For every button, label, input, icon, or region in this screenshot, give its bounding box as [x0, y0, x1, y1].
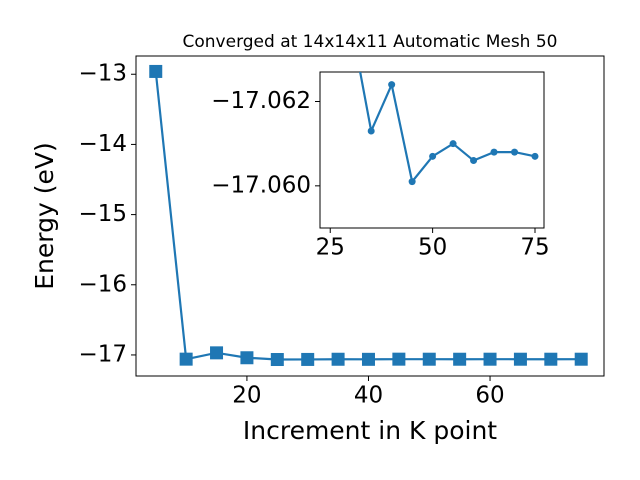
marker	[301, 352, 315, 366]
marker	[347, 18, 354, 25]
y-tick-label: −14	[78, 131, 127, 157]
chart-title: Converged at 14x14x11 Automatic Mesh 50	[183, 32, 558, 52]
x-tick-label: 75	[520, 235, 549, 261]
y-tick-label: −17	[78, 341, 127, 367]
marker	[149, 64, 163, 78]
series	[149, 64, 588, 367]
marker	[270, 353, 284, 367]
y-tick-label: −17.062	[211, 88, 311, 114]
marker	[367, 127, 375, 135]
marker	[453, 352, 467, 366]
x-tick-label: 40	[354, 383, 383, 409]
marker	[331, 352, 345, 366]
marker	[544, 352, 558, 366]
line	[359, 72, 536, 185]
marker	[531, 152, 539, 160]
marker	[429, 152, 437, 160]
marker	[422, 352, 436, 366]
marker	[513, 352, 527, 366]
marker	[449, 140, 457, 148]
marker	[470, 157, 478, 165]
x-tick-label: 25	[316, 235, 345, 261]
x-tick-label: 60	[475, 383, 504, 409]
y-tick-label: −17.060	[211, 172, 311, 198]
y-tick-label: −13	[78, 61, 127, 87]
x-tick-label: 50	[418, 235, 447, 261]
marker	[490, 148, 498, 156]
marker	[388, 81, 396, 89]
marker	[179, 352, 193, 366]
marker	[210, 346, 224, 360]
marker	[392, 352, 406, 366]
y-tick-label: −15	[78, 201, 127, 227]
x-tick-label: 20	[232, 383, 261, 409]
series	[347, 18, 539, 186]
x-axis-label: Increment in K point	[243, 416, 497, 445]
y-tick-label: −16	[78, 271, 127, 297]
plot-frame	[319, 71, 545, 229]
marker	[483, 352, 497, 366]
marker	[240, 351, 254, 365]
marker	[511, 148, 519, 156]
y-axis-label: Energy (eV)	[30, 142, 59, 289]
marker	[574, 352, 588, 366]
marker	[408, 178, 416, 186]
marker	[361, 352, 375, 366]
